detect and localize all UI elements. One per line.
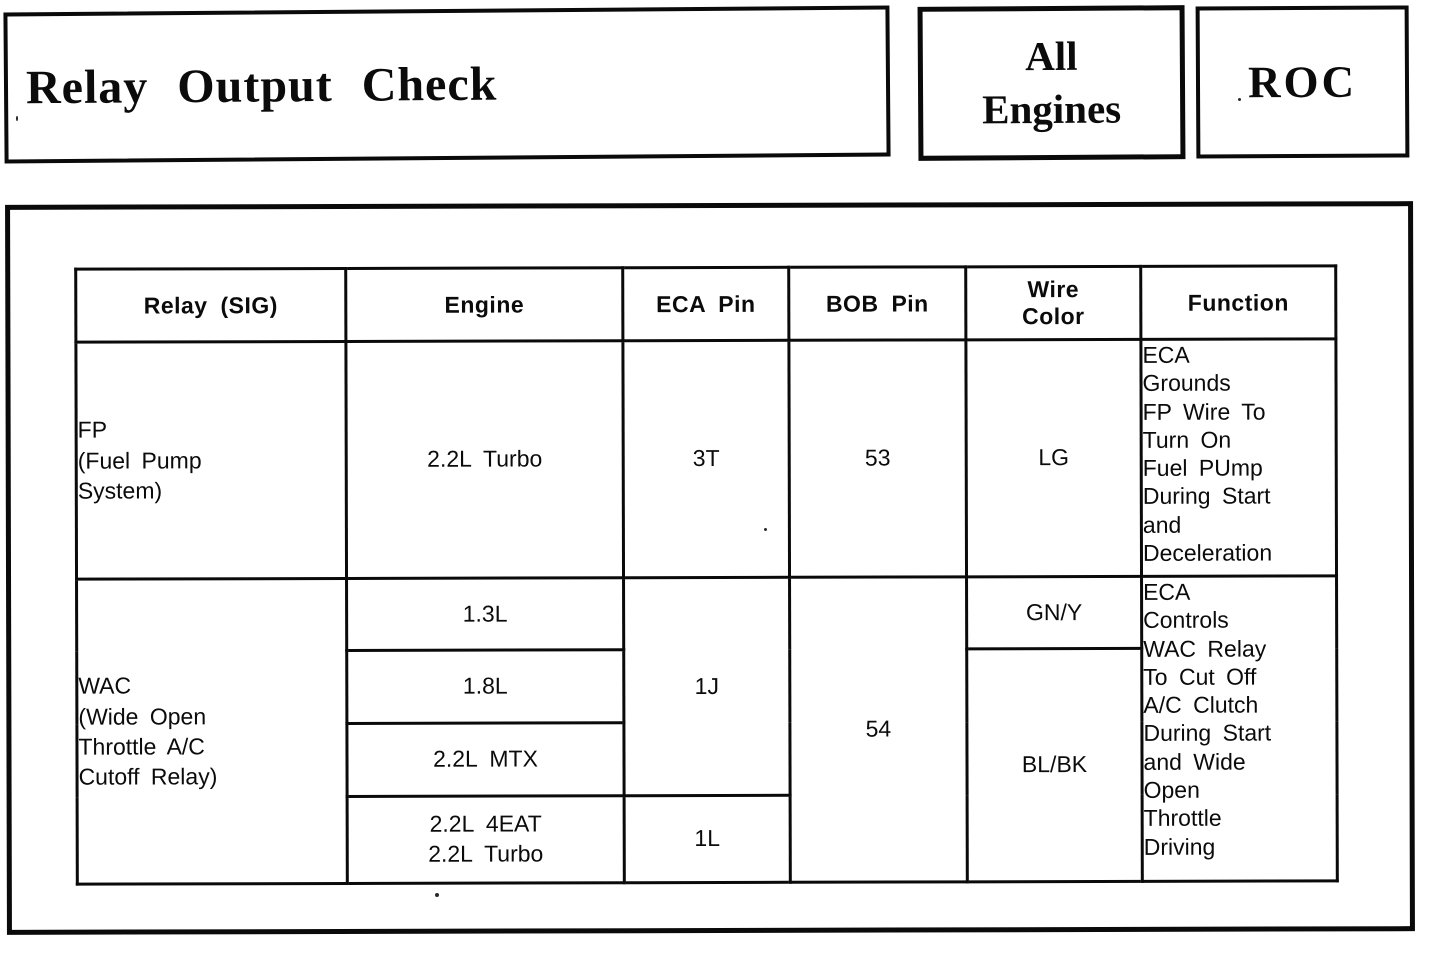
scan-noise-dot <box>435 893 439 897</box>
cell-wac-engine-13l: 1.3L <box>346 577 624 651</box>
cell-fp-wire-color: LG <box>965 339 1142 577</box>
table-row-wac-13l: WAC (Wide Open Throttle A/C Cutoff Relay… <box>76 575 1338 885</box>
scan-noise-dot <box>16 116 18 121</box>
relay-output-check-table: Relay (SIG) Engine ECA Pin BOB Pin Wire … <box>74 264 1339 886</box>
cell-fp-bob-pin: 53 <box>788 339 967 578</box>
cell-wac-eca-pin-1l: 1L <box>624 795 791 883</box>
cell-fp-relay: FP (Fuel Pump System) <box>75 341 347 580</box>
cell-wac-engine-22l-4eat-turbo: 2.2L 4EAT 2.2L Turbo <box>347 795 625 884</box>
cell-fp-eca-pin: 3T <box>622 340 790 578</box>
col-header-function: Function <box>1140 265 1336 340</box>
cell-wac-relay: WAC (Wide Open Throttle A/C Cutoff Relay… <box>76 578 348 885</box>
cell-wac-wire-color-gny: GN/Y <box>966 576 1142 649</box>
scan-noise-dot <box>1238 98 1241 101</box>
cell-wac-eca-pin-1j: 1J <box>623 577 791 796</box>
col-header-bob-pin: BOB Pin <box>788 266 966 341</box>
scan-noise-dot <box>764 528 767 531</box>
engines-badge: All Engines <box>917 5 1186 161</box>
cell-fp-engine: 2.2L Turbo <box>345 340 624 579</box>
content-panel: Relay (SIG) Engine ECA Pin BOB Pin Wire … <box>5 201 1415 935</box>
table-row-fp: FP (Fuel Pump System) 2.2L Turbo 3T 53 L… <box>75 338 1337 580</box>
roc-badge-label: ROC <box>1247 56 1358 108</box>
cell-wac-bob-pin: 54 <box>789 576 968 883</box>
cell-fp-function: ECA Grounds FP Wire To Turn On Fuel PUmp… <box>1140 338 1337 577</box>
engines-badge-label: All Engines <box>982 32 1122 133</box>
title-box: Relay Output Check <box>3 5 891 164</box>
page-title: Relay Output Check <box>25 57 498 115</box>
col-header-engine: Engine <box>345 267 623 342</box>
roc-badge: ROC <box>1195 5 1410 159</box>
table-header-row: Relay (SIG) Engine ECA Pin BOB Pin Wire … <box>75 265 1336 343</box>
cell-wac-function: ECA Controls WAC Relay To Cut Off A/C Cl… <box>1141 575 1338 882</box>
cell-wac-engine-18l: 1.8L <box>346 649 624 724</box>
cell-wac-wire-color-blbk: BL/BK <box>966 648 1143 882</box>
col-header-relay-sig: Relay (SIG) <box>75 268 346 343</box>
col-header-eca-pin: ECA Pin <box>622 267 789 341</box>
cell-wac-engine-22l-mtx: 2.2L MTX <box>346 722 625 797</box>
col-header-wire-color: Wire Color <box>965 266 1141 340</box>
